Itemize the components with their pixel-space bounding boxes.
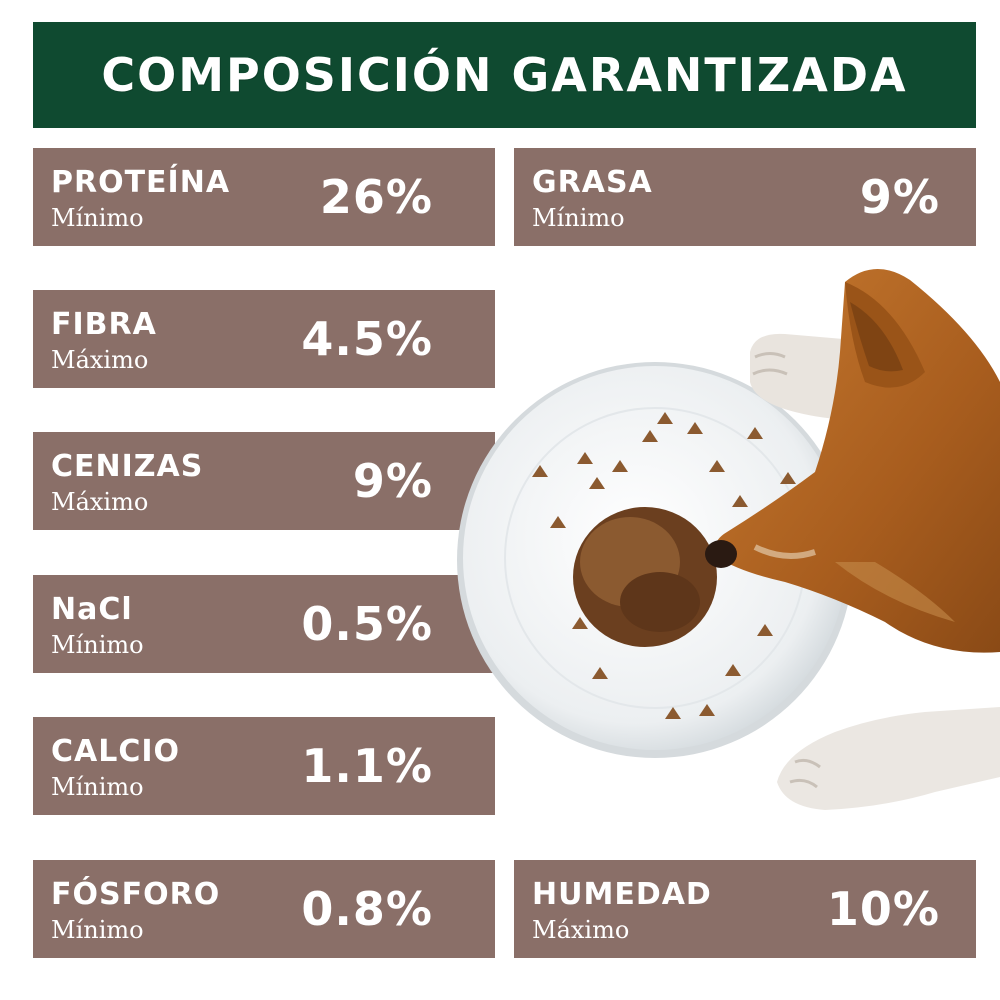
nutrient-name: GRASA [532,165,653,200]
nutrient-name: HUMEDAD [532,877,712,912]
nutrient-qualifier: Mínimo [532,204,625,232]
nutrient-name: PROTEÍNA [51,165,231,200]
dog-paw-bottom [777,707,1000,810]
nutrient-box-fosforo: FÓSFORO Mínimo 0.8% [33,860,495,958]
nutrient-name: NaCl [51,592,133,627]
nutrient-box-nacl: NaCl Mínimo 0.5% [33,575,495,673]
nutrient-qualifier: Mínimo [51,204,144,232]
page-title: COMPOSICIÓN GARANTIZADA [101,48,908,102]
nutrient-value: 4.5% [301,312,433,366]
nutrient-box-proteina: PROTEÍNA Mínimo 26% [33,148,495,246]
nutrient-box-fibra: FIBRA Máximo 4.5% [33,290,495,388]
nutrient-value: 10% [826,882,940,936]
nutrient-value: 0.8% [301,882,433,936]
nutrient-box-grasa: GRASA Mínimo 9% [514,148,976,246]
nutrient-name: CALCIO [51,734,181,769]
nutrient-value: 9% [859,170,940,224]
nutrient-box-calcio: CALCIO Mínimo 1.1% [33,717,495,815]
dog-eating-illustration [457,268,1000,810]
scattered-kibble [532,412,796,719]
dog-head [705,268,1000,653]
nutrient-name: FIBRA [51,307,157,342]
nutrient-qualifier: Máximo [532,916,630,944]
nutrient-qualifier: Mínimo [51,631,144,659]
nutrient-box-cenizas: CENIZAS Máximo 9% [33,432,495,530]
nutrient-name: FÓSFORO [51,877,221,912]
title-banner: COMPOSICIÓN GARANTIZADA [33,22,976,128]
nutrient-qualifier: Máximo [51,488,149,516]
nutrient-qualifier: Mínimo [51,916,144,944]
nutrient-value: 9% [352,454,433,508]
kibble-pile [573,507,717,647]
nutrient-value: 26% [319,170,433,224]
nutrient-qualifier: Mínimo [51,773,144,801]
nutrient-name: CENIZAS [51,449,204,484]
nutrient-box-humedad: HUMEDAD Máximo 10% [514,860,976,958]
nutrient-value: 0.5% [301,597,433,651]
nutrient-value: 1.1% [301,739,433,793]
nutrient-qualifier: Máximo [51,346,149,374]
